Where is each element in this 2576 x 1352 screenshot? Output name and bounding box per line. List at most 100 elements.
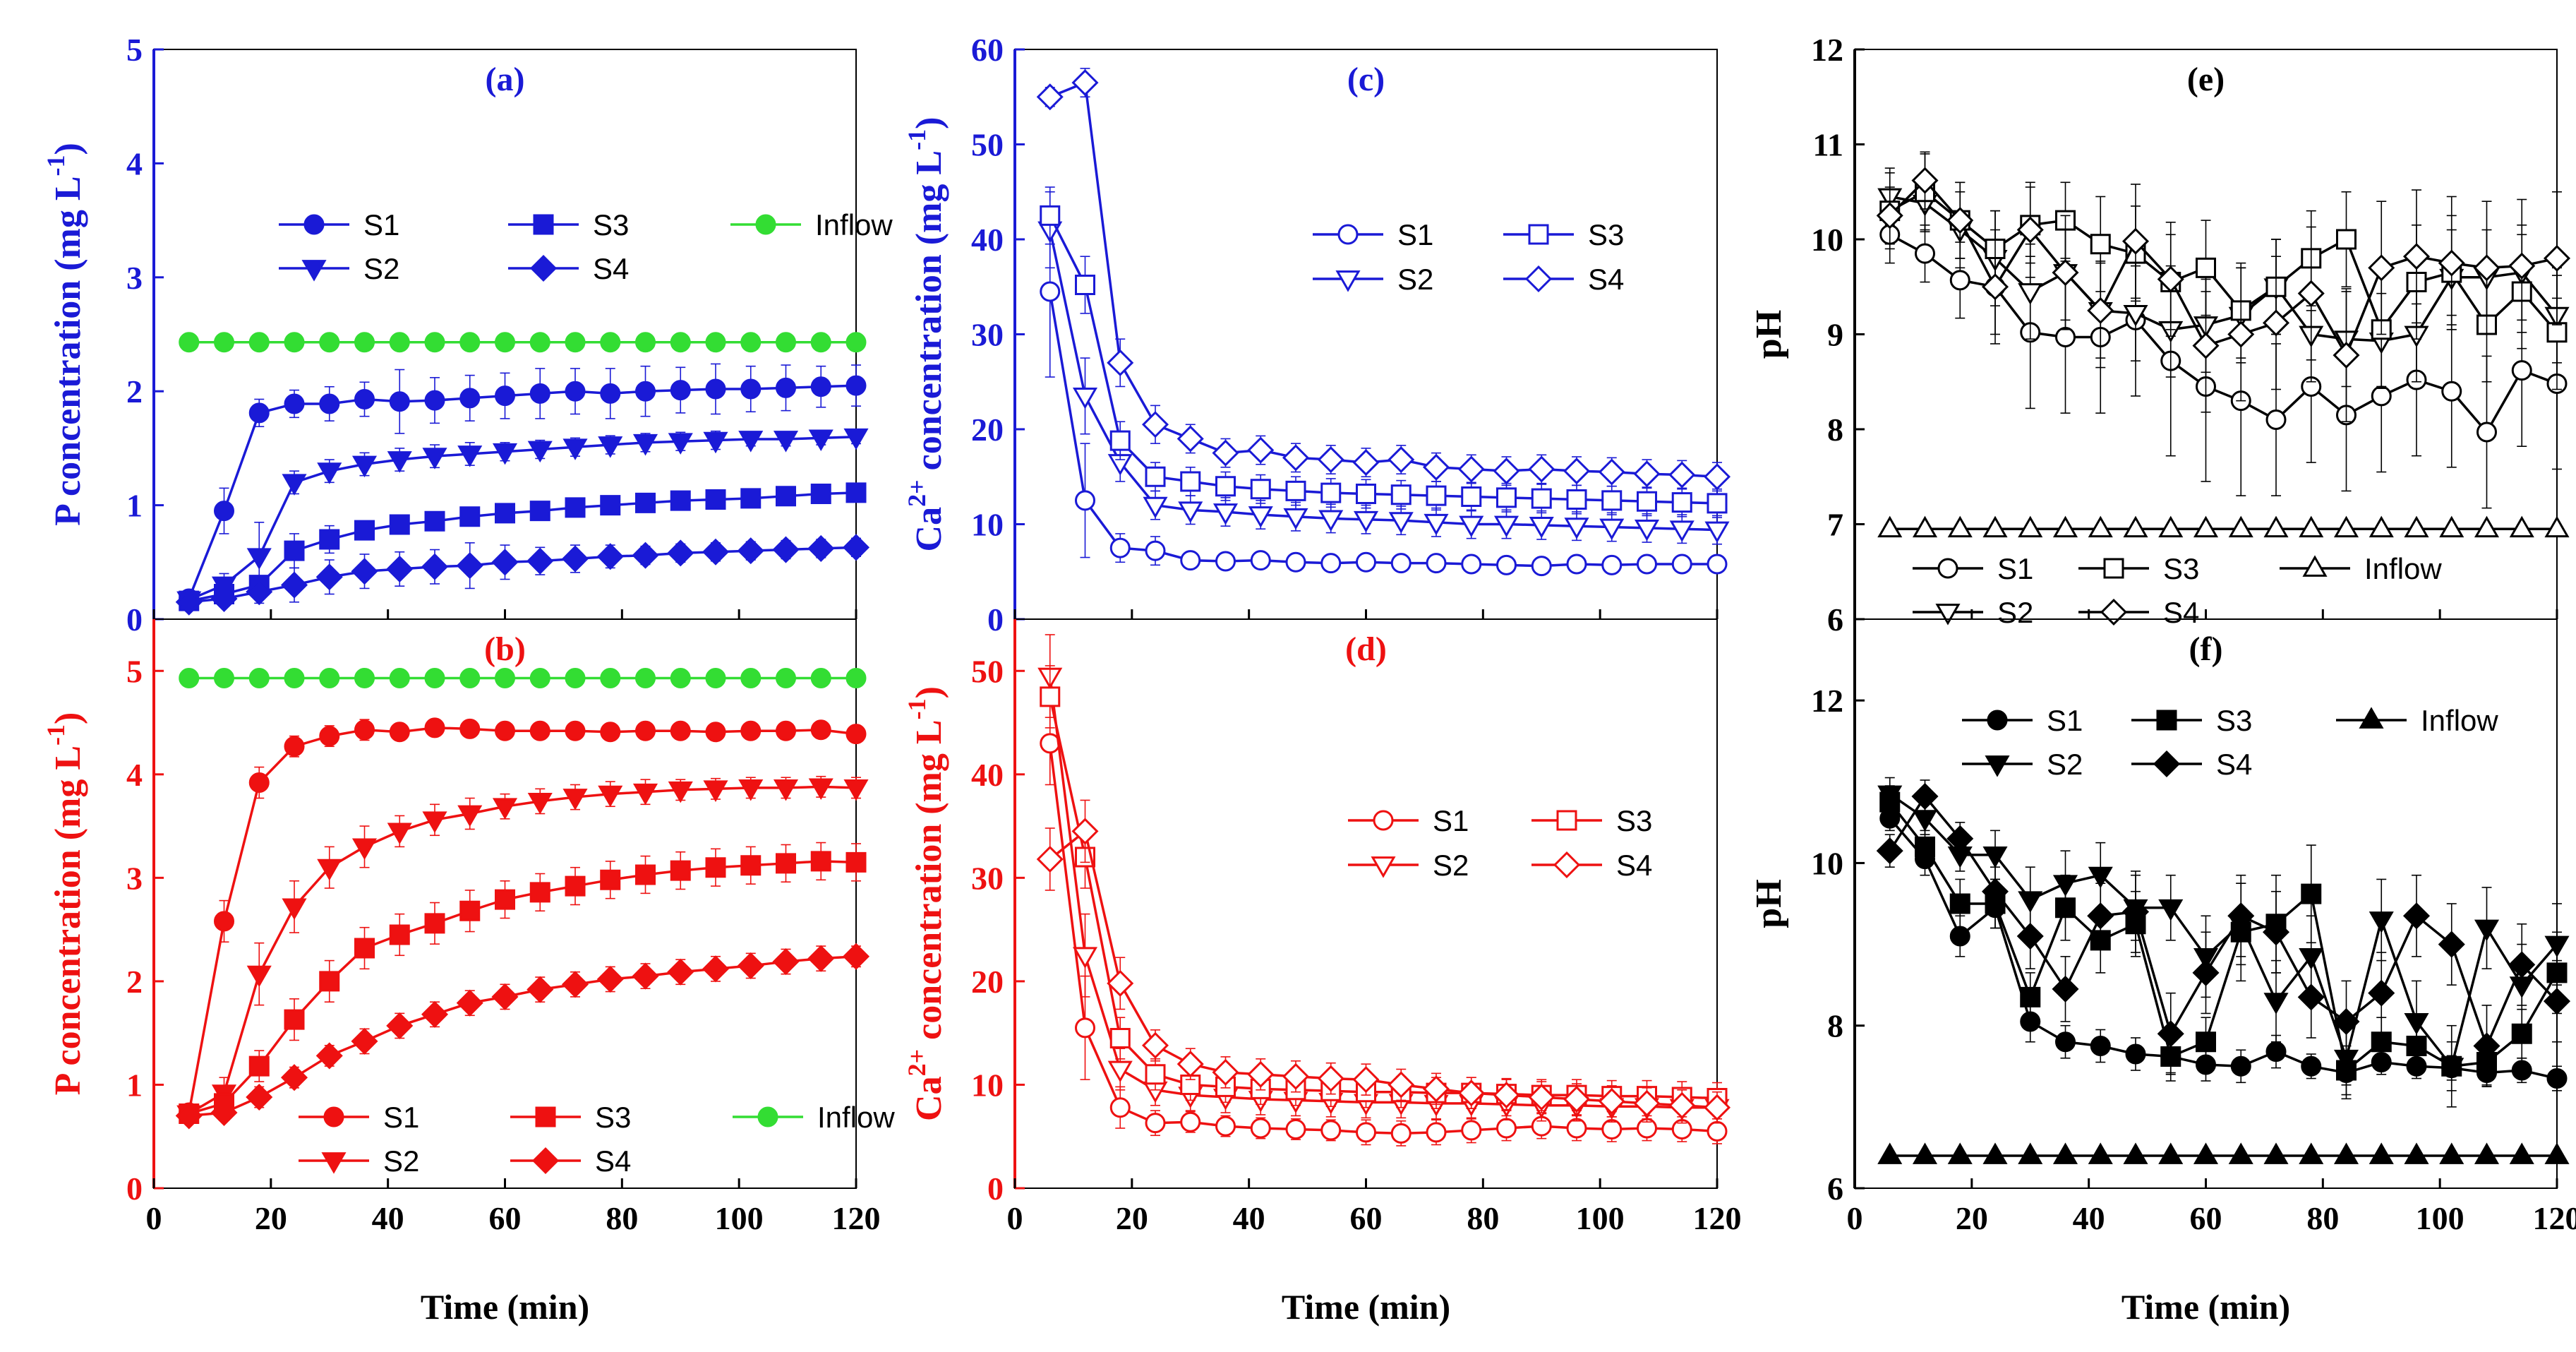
x-tick-label: 20 [1116,1200,1148,1236]
data-point [2192,332,2220,359]
data-point [2544,1142,2570,1164]
data-point [214,911,234,932]
legend-marker [1985,755,2010,777]
data-point [565,332,586,353]
x-axis-label: Time (min) [1282,1287,1450,1327]
data-point [2088,515,2113,538]
data-point [1036,845,1064,873]
data-point [1250,479,1271,500]
data-point [2509,515,2534,538]
legend-label: S4 [1616,849,1652,882]
legend-c: S1 S3 S2 S4 [1313,218,1624,296]
y-tick-label: 2 [126,373,143,409]
y-tick-label: 5 [126,32,143,68]
data-point [776,332,796,353]
data-point [1633,460,1661,488]
panel-title: (c) [1347,61,1385,98]
data-point [2055,327,2076,348]
data-point [773,779,799,801]
data-point [2438,931,2465,958]
data-point [1317,1065,1344,1092]
data-point [1141,1031,1169,1059]
data-point [740,720,762,741]
data-point [1601,554,1623,575]
data-point [1320,482,1342,503]
data-point [565,497,586,518]
data-point [635,381,656,402]
series-s2 [1877,167,2570,389]
series-line [188,436,857,602]
y-tick-label: 0 [987,1171,1004,1207]
data-point [2196,1031,2216,1053]
data-point [1947,1142,1973,1164]
y-tick-label: 50 [971,653,1004,689]
data-point [282,474,307,496]
data-point [596,965,624,993]
data-point [845,375,867,396]
data-point [737,952,764,979]
data-point [1212,439,1239,467]
data-point [1982,847,2008,868]
data-point [740,668,762,689]
legend-b: S1 S3 Inflow S2 S4 [299,1101,895,1178]
legend-marker [323,1106,344,1127]
x-tick-label: 120 [832,1200,881,1236]
x-tick-label: 40 [372,1200,404,1236]
series-inflow [1877,1142,2570,1164]
legend-e: S1 S3 Inflow S2 S4 [1913,552,2442,629]
data-point [491,983,519,1010]
data-point [2055,897,2076,919]
data-point [2125,1043,2146,1065]
legend-marker [1937,558,1958,579]
x-tick-label: 0 [146,1200,162,1236]
data-point [492,443,518,465]
data-point [459,332,481,353]
y-tick-label: 20 [971,412,1004,448]
legend-label: S3 [1616,804,1652,837]
data-point [1075,490,1095,511]
data-point [1426,485,1447,506]
legend-f: S1 S3 Inflow S2 S4 [1962,704,2498,781]
y-tick-label: 8 [1827,1008,1843,1044]
data-point [2230,1055,2251,1077]
data-point [1671,492,1692,513]
data-point [561,971,589,998]
data-point [284,736,305,757]
legend-label: S1 [2047,704,2083,737]
y-tick-label: 6 [1827,602,1843,638]
data-point [1668,461,1696,489]
x-tick-label: 80 [2306,1200,2339,1236]
legend-label: S3 [2163,552,2199,585]
data-point [1215,476,1236,497]
data-point [1457,1079,1485,1107]
data-point [527,441,553,463]
data-point [1356,1122,1376,1143]
data-point [1981,273,2009,301]
data-point [210,1099,238,1127]
data-point [772,536,800,563]
data-point [1145,1113,1166,1134]
data-point [600,332,621,353]
series-line [1889,794,2558,1050]
series-line [188,785,857,1115]
data-point [776,377,796,398]
legend-marker [301,260,327,282]
data-point [842,534,870,561]
data-point [2441,1055,2462,1077]
legend-marker [757,1106,778,1127]
data-point [1145,1064,1166,1085]
data-point [246,548,272,570]
data-point [1949,926,1970,947]
data-point [598,436,623,458]
data-point [1461,486,1482,507]
series-s1 [1879,806,2568,1091]
data-point [389,391,410,412]
data-point [565,875,586,897]
data-point [845,482,867,503]
legend-label: S4 [2216,748,2252,781]
data-point [1248,506,1273,528]
series-s4 [1036,68,1731,492]
data-point [495,720,515,741]
data-point [1424,513,1449,536]
panel-title: (f) [2189,630,2223,668]
